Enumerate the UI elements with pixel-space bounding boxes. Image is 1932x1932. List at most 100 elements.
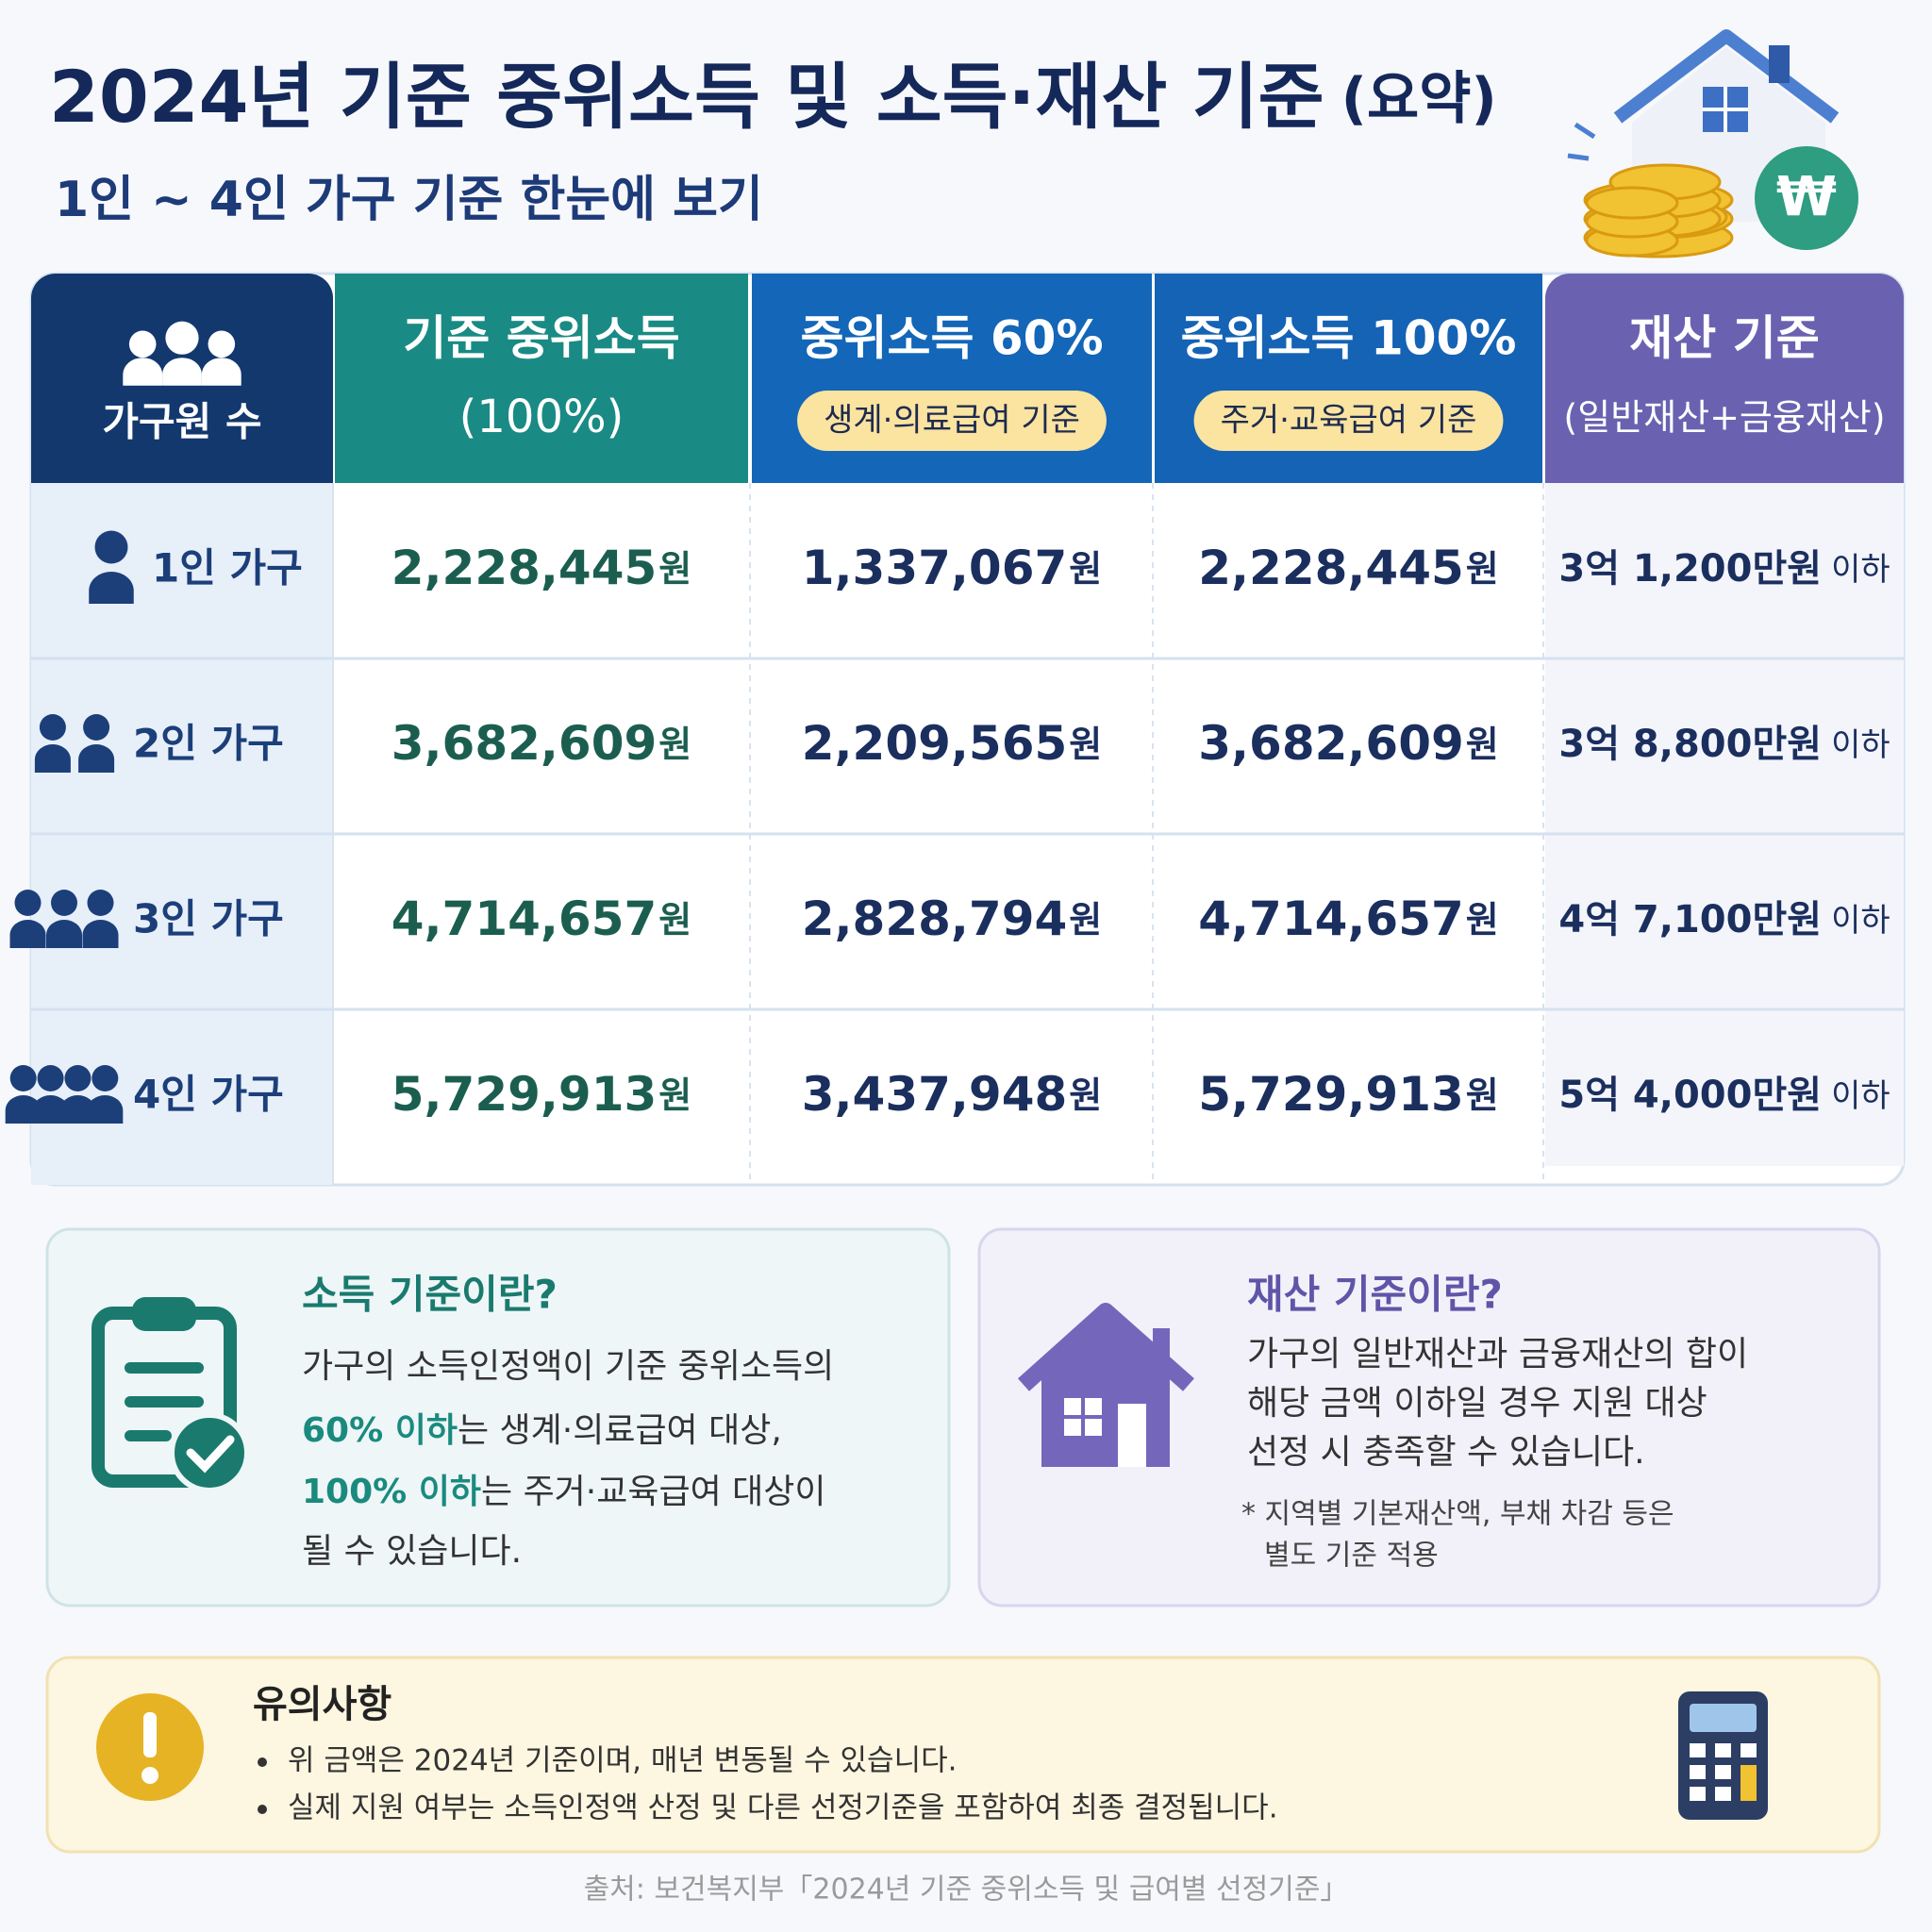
amount: 3,682,609원	[1198, 716, 1499, 771]
household-label: 1인 가구	[152, 545, 303, 591]
asset-value: 5억 4,000만원 이하	[1558, 1074, 1890, 1117]
person-head	[165, 321, 199, 355]
amount: 4,714,657원	[1198, 891, 1499, 946]
amount: 3,437,948원	[802, 1067, 1103, 1122]
amount-number: 2,228,445	[391, 541, 658, 595]
asset-suffix: 이하	[1831, 726, 1890, 764]
amount-number: 3,682,609	[1198, 716, 1464, 771]
asset-value: 3억 8,800만원 이하	[1558, 723, 1890, 766]
highlight: 60% 이하	[302, 1411, 458, 1450]
amount-number: 3,437,948	[802, 1067, 1068, 1122]
asset-line: 선정 시 충족할 수 있습니다.	[1247, 1433, 1645, 1472]
amount-number: 2,828,794	[802, 891, 1068, 946]
person-body	[87, 1095, 124, 1124]
header-label: 가구원 수	[102, 399, 261, 445]
asset-suffix: 이하	[1831, 1077, 1890, 1115]
amount-unit: 원	[1069, 899, 1102, 941]
amount-unit: 원	[1069, 548, 1102, 590]
person-body	[89, 572, 134, 604]
warning-icon	[96, 1693, 204, 1801]
amount: 2,828,794원	[802, 891, 1103, 946]
header-label: 중위소득 100%	[1181, 311, 1517, 366]
asset-box	[977, 1227, 1881, 1607]
person-body	[46, 920, 82, 948]
asset-value: 4억 7,100만원 이하	[1558, 898, 1890, 941]
amount-number: 2,228,445	[1198, 541, 1464, 595]
amount: 5,729,913원	[391, 1067, 692, 1122]
asset-suffix: 이하	[1831, 551, 1890, 589]
svg-text:₩: ₩	[1776, 164, 1837, 228]
asset-note: 별도 기준 적용	[1264, 1540, 1439, 1573]
income-box	[45, 1227, 951, 1607]
badge-bg	[1193, 391, 1504, 451]
amount-unit: 원	[658, 1074, 691, 1116]
person-head	[83, 714, 110, 741]
badge-bg	[797, 391, 1107, 451]
amount-unit: 원	[1466, 1074, 1499, 1116]
amount-number: 1,337,067	[802, 541, 1068, 595]
clipboard-icon	[92, 1297, 250, 1493]
amount: 3,682,609원	[391, 716, 692, 771]
person-head	[51, 890, 77, 916]
amount-number: 2,209,565	[802, 716, 1068, 771]
source: 출처: 보건복지부「2024년 기준 중위소득 및 급여별 선정기준」	[584, 1874, 1349, 1907]
income-line: 될 수 있습니다.	[302, 1532, 522, 1571]
house-coins-icon: ₩	[1567, 29, 1858, 258]
asset-line: 가구의 일반재산과 금융재산의 합이	[1247, 1335, 1748, 1374]
last-column-bg	[1545, 483, 1904, 1166]
person-body	[82, 920, 119, 948]
title-main: 2024년 기준 중위소득 및 소득·재산 기준	[49, 55, 1324, 139]
person-body	[59, 1095, 96, 1124]
bullet	[258, 1757, 267, 1767]
header-cell	[1866, 302, 1904, 483]
header-cell	[59, 302, 333, 483]
amount-unit: 원	[658, 724, 691, 765]
person-head	[64, 1065, 92, 1091]
notice-bullet: 실제 지원 여부는 소득인정액 산정 및 다른 선정기준을 포함하여 최종 결정…	[288, 1791, 1278, 1825]
badge: 생계·의료급여 기준	[824, 402, 1080, 440]
person-body	[34, 744, 71, 773]
notice-title: 유의사항	[253, 1683, 391, 1726]
header-cell	[1155, 274, 1542, 483]
amount-number: 4,714,657	[1198, 891, 1464, 946]
amount-unit: 원	[1466, 899, 1499, 941]
header-label: 중위소득 60%	[800, 311, 1103, 366]
amount: 2,228,445원	[391, 541, 692, 595]
header-cell	[335, 274, 748, 483]
amount-unit: 원	[1466, 548, 1499, 590]
title-suffix: (요약)	[1341, 66, 1497, 132]
notice-bullet: 위 금액은 2024년 기준이며, 매년 변동될 수 있습니다.	[288, 1744, 957, 1778]
person-head	[87, 890, 114, 916]
person-body	[123, 358, 163, 386]
subtitle: 1인 ~ 4인 가구 기준 한눈에 보기	[55, 172, 763, 228]
person-head	[14, 890, 42, 916]
amount: 2,228,445원	[1198, 541, 1499, 595]
person-head	[92, 1065, 119, 1091]
income-line: 60% 이하는 생계·의료급여 대상,	[302, 1411, 782, 1450]
header-label: 기준 중위소득	[403, 311, 679, 366]
asset-value: 3억 1,200만원 이하	[1558, 547, 1890, 591]
person-head	[128, 330, 157, 358]
amount-number: 5,729,913	[1198, 1067, 1464, 1122]
header-label: 재산 기준	[1629, 311, 1819, 366]
person-head	[9, 1065, 37, 1091]
asset-suffix: 이하	[1831, 902, 1890, 940]
amount-unit: 원	[1069, 1074, 1102, 1116]
line-text: 는 주거·교육급여 대상이	[481, 1473, 826, 1511]
person-body	[9, 920, 46, 948]
income-title: 소득 기준이란?	[302, 1272, 558, 1318]
household-label: 3인 가구	[133, 896, 284, 942]
person-body	[5, 1095, 42, 1124]
person-body	[78, 744, 115, 773]
person-body	[162, 358, 202, 386]
income-line: 가구의 소득인정액이 기준 중위소득의	[302, 1347, 834, 1386]
highlight: 100% 이하	[302, 1473, 481, 1511]
asset-title: 재산 기준이란?	[1247, 1272, 1503, 1318]
income-text: 소득 기준이란? 가구의 소득인정액이 기준 중위소득의 60% 이하는 생계·의료…	[302, 1272, 834, 1572]
title: 2024년 기준 중위소득 및 소득·재산 기준 (요약)	[49, 55, 1497, 139]
amount: 2,209,565원	[802, 716, 1103, 771]
amount: 4,714,657원	[391, 891, 692, 946]
house-icon	[1017, 1303, 1194, 1467]
